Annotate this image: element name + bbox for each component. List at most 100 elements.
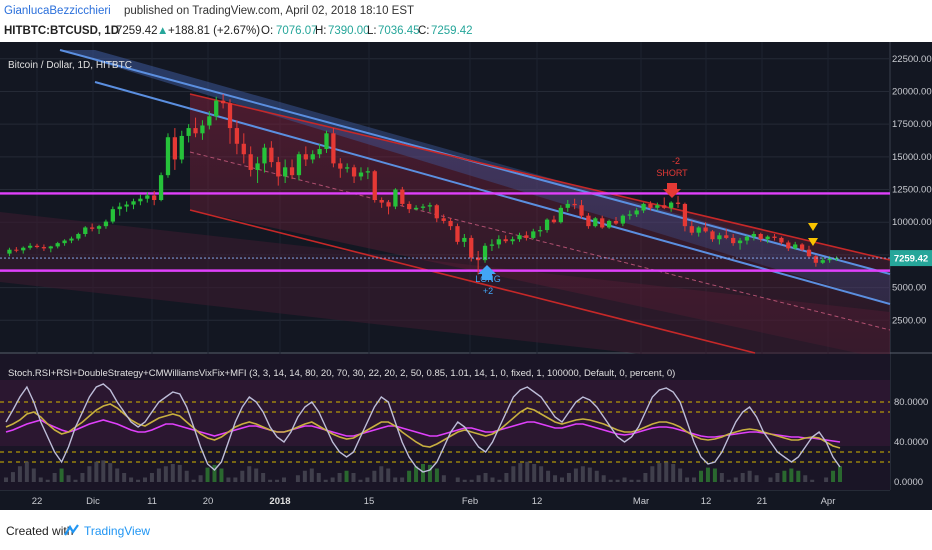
candle-body xyxy=(110,209,115,222)
blue-channel-fill xyxy=(60,50,890,304)
histogram-bar xyxy=(525,461,530,482)
candle-body xyxy=(834,258,839,260)
candle-body xyxy=(407,203,412,210)
histogram-bar xyxy=(803,475,808,482)
candle-body xyxy=(703,227,708,232)
last-price: 7259.42 xyxy=(116,25,158,37)
candle-body xyxy=(765,236,770,240)
candle-body xyxy=(434,205,439,219)
histogram-bar xyxy=(615,479,620,482)
author-link[interactable]: GianlucaBezzicchieri xyxy=(4,5,111,17)
histogram-bar xyxy=(59,468,64,482)
candle-body xyxy=(289,167,295,176)
candle-body xyxy=(21,247,26,251)
high-value: 7390.00 xyxy=(328,25,370,37)
oscillator-axis-ticks: 80.0000 40.0000 0.0000 xyxy=(894,397,928,488)
tradingview-brand[interactable]: TradingView xyxy=(84,524,151,538)
candle-body xyxy=(165,137,171,176)
candle-body xyxy=(317,149,322,155)
histogram-bar xyxy=(143,477,147,482)
histogram-bar xyxy=(650,466,655,482)
candle-body xyxy=(689,226,694,233)
low-label: L: xyxy=(367,25,377,37)
histogram-bar xyxy=(101,460,106,482)
histogram-bar xyxy=(705,467,710,482)
histogram-bar xyxy=(678,468,683,482)
histogram-bar xyxy=(302,470,307,482)
candle-body xyxy=(593,218,598,227)
histogram-bar xyxy=(407,470,412,482)
date-tick-label: Feb xyxy=(462,496,478,507)
histogram-bar xyxy=(80,473,85,482)
candle-body xyxy=(813,256,819,263)
candle-body xyxy=(551,219,557,223)
lower-zone-fill xyxy=(0,212,890,382)
candle-body xyxy=(675,202,681,204)
candle-body xyxy=(158,175,164,200)
histogram-bar xyxy=(351,473,356,482)
published-text: published on TradingView.com, April 02, … xyxy=(124,5,415,17)
oscillator-title: Stoch.RSI+RSI+DoubleStrategy+CMWilliamsV… xyxy=(8,368,675,379)
candle-body xyxy=(27,245,33,248)
date-tick-label: Mar xyxy=(633,496,649,507)
candle-body xyxy=(496,239,501,245)
long-signal-line1: LONG xyxy=(475,274,501,284)
histogram-bar xyxy=(268,479,273,482)
candle-body xyxy=(586,215,591,227)
histogram-bar xyxy=(94,461,99,482)
candle-body xyxy=(524,235,529,238)
histogram-bar xyxy=(184,470,189,482)
oscillator-tick-label: 40.0000 xyxy=(894,437,928,448)
histogram-bar xyxy=(664,462,669,482)
histogram-bar xyxy=(476,475,481,482)
candle-body xyxy=(145,195,150,199)
candle-body xyxy=(544,219,550,231)
histogram-bar xyxy=(177,464,182,482)
candle-body xyxy=(179,135,184,160)
red-channel-upper-line xyxy=(189,93,891,261)
histogram-bar xyxy=(831,470,836,482)
price-axis-background xyxy=(890,42,932,510)
candle-body xyxy=(455,226,460,242)
histogram-bar xyxy=(775,473,780,482)
candle-body xyxy=(503,239,508,242)
date-tick-label: 21 xyxy=(757,496,768,507)
candle-body xyxy=(799,244,805,250)
chart-title: Bitcoin / Dollar, 1D, HITBTC xyxy=(8,60,132,71)
date-tick-label: 2018 xyxy=(269,496,290,507)
histogram-bar xyxy=(733,477,738,482)
candle-body xyxy=(427,205,433,207)
histogram-bar xyxy=(601,475,606,482)
red-channel-mid-line xyxy=(189,151,891,331)
histogram-bar xyxy=(240,470,245,482)
short-signal-line1: -2 xyxy=(672,156,680,166)
candle-body xyxy=(751,234,756,237)
candle-body xyxy=(572,203,577,206)
time-axis-ticks: 22 Dic 11 20 2018 15 Feb 12 Mar 12 21 Apr xyxy=(32,496,836,507)
price-tick-label: 5000.00 xyxy=(892,283,926,294)
price-tick-label: 2500.00 xyxy=(892,315,926,326)
histogram-bar xyxy=(73,479,78,482)
oscillator-pane: Stoch.RSI+RSI+DoubleStrategy+CMWilliamsV… xyxy=(0,354,928,490)
histogram-bar xyxy=(66,475,71,482)
histogram-bar xyxy=(838,466,842,482)
histogram-bar xyxy=(726,479,731,482)
candle-body xyxy=(324,133,329,149)
histogram-bar xyxy=(490,477,495,482)
histogram-bar xyxy=(358,479,363,482)
candle-body xyxy=(345,167,350,169)
oscillator-tick-label: 80.0000 xyxy=(894,397,928,408)
candle-body xyxy=(69,238,74,241)
histogram-bar xyxy=(685,477,690,482)
histogram-bar xyxy=(518,463,523,482)
histogram-bar xyxy=(212,464,217,482)
oscillator-band-fill xyxy=(0,380,890,446)
chart-canvas[interactable]: 22500.00 20000.00 17500.00 15000.00 12500.00… xyxy=(0,42,932,510)
price-tick-label: 12500.00 xyxy=(892,185,932,196)
candle-body xyxy=(234,128,240,144)
candle-body xyxy=(372,171,377,200)
candle-body xyxy=(48,246,53,249)
candle-body xyxy=(269,147,274,163)
price-tick-label: 20000.00 xyxy=(892,86,932,97)
